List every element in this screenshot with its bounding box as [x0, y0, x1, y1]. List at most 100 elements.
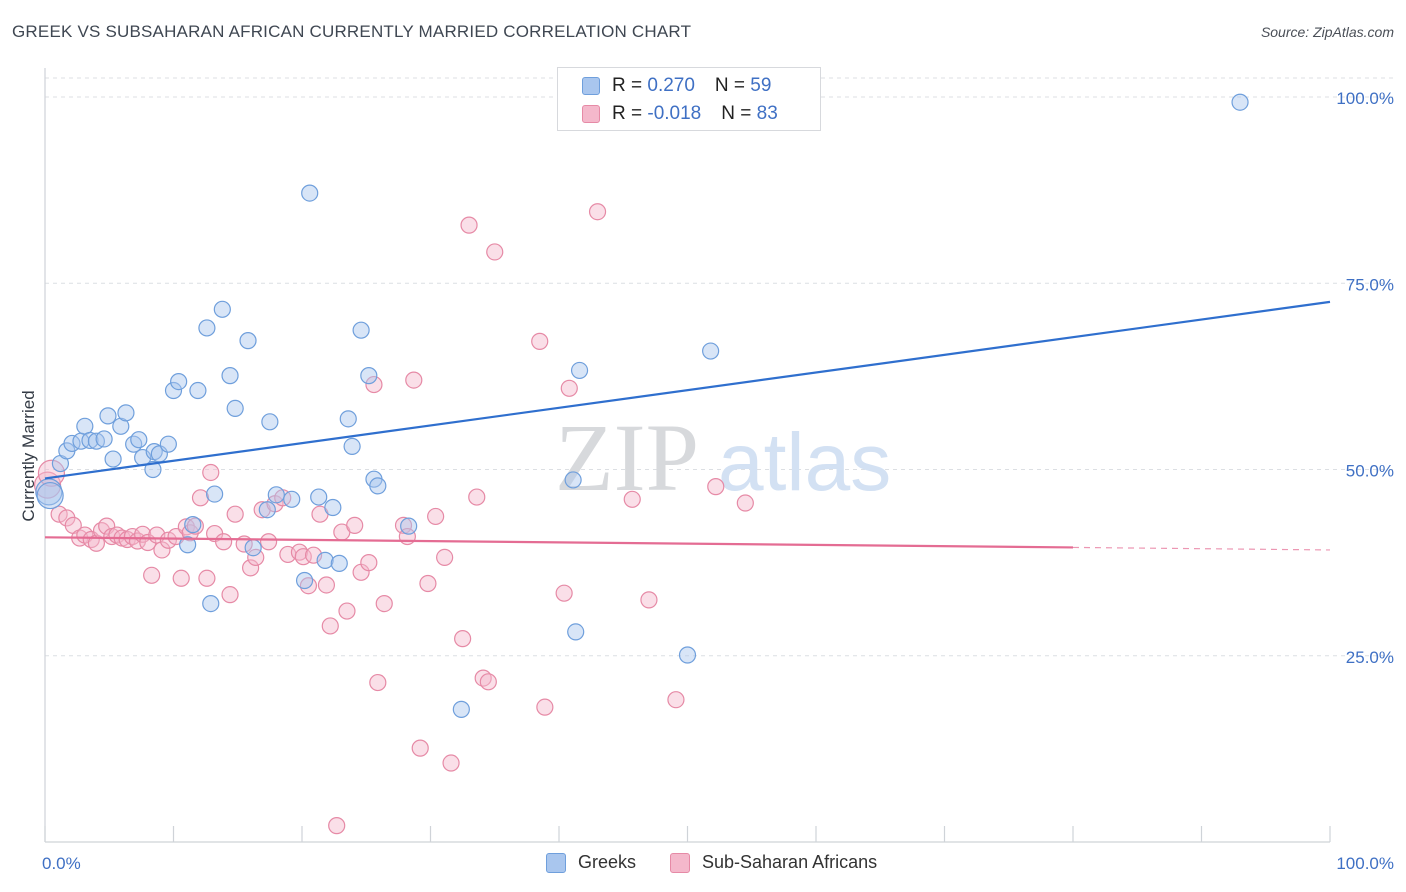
correlation-legend: R = 0.270 N = 59 R = -0.018 N = 83	[557, 67, 821, 131]
chart-title: GREEK VS SUBSAHARAN AFRICAN CURRENTLY MA…	[12, 22, 692, 41]
subsaharan-point	[394, 516, 413, 534]
greeks-point	[310, 488, 328, 506]
subsaharan-point	[365, 375, 383, 394]
subsaharan-point	[328, 817, 346, 835]
subsaharan-point	[454, 630, 472, 648]
greeks-point	[213, 300, 231, 318]
greeks-point	[330, 554, 348, 572]
greeks-point	[239, 332, 257, 350]
greeks-point	[678, 646, 697, 664]
greeks-point	[104, 450, 122, 468]
subsaharan-trend-extension	[1072, 546, 1331, 551]
greeks-point	[400, 517, 418, 535]
greeks-point	[159, 435, 177, 453]
subsaharan-point	[369, 673, 387, 692]
greeks-point	[452, 700, 470, 718]
legend-n-value: 83	[756, 103, 778, 124]
subsaharan-point	[405, 371, 423, 389]
subsaharan-point	[191, 489, 210, 507]
bottom-swatch-greeks	[546, 852, 566, 873]
legend-swatch-greeks	[582, 77, 600, 95]
legend-row-subsaharan: R = -0.018 N = 83	[582, 102, 778, 126]
subsaharan-point	[198, 569, 216, 587]
subsaharan-point	[411, 739, 429, 757]
greeks-point	[130, 431, 148, 449]
greeks-point	[198, 319, 216, 337]
y-tick-label: 100.0%	[1336, 89, 1394, 108]
greeks-point	[301, 184, 319, 202]
greeks-point	[221, 367, 239, 385]
greeks-point	[226, 399, 244, 418]
subsaharan-point	[623, 490, 641, 508]
x-tick-label-max: 100.0%	[1336, 854, 1394, 873]
subsaharan-point	[479, 673, 497, 691]
subsaharan-point	[468, 488, 486, 506]
subsaharan-trend-line	[44, 536, 1074, 549]
subsaharan-point	[667, 691, 685, 709]
bottom-swatch-subsaharan	[670, 852, 690, 873]
greeks-point	[316, 551, 334, 569]
watermark-atlas: atlas	[718, 417, 891, 508]
bottom-legend-subsaharan: Sub-Saharan Africans	[670, 852, 877, 873]
subsaharan-point	[536, 698, 554, 716]
greeks-point	[360, 367, 378, 385]
chart-source: Source: ZipAtlas.com	[1260, 24, 1394, 40]
y-tick-label: 50.0%	[1346, 462, 1394, 481]
greeks-point	[324, 498, 342, 517]
subsaharan-point	[560, 379, 578, 397]
subsaharan-point	[419, 574, 437, 593]
subsaharan-point	[640, 591, 658, 609]
greeks-point	[170, 372, 188, 391]
greeks-point	[206, 485, 224, 503]
greeks-point	[81, 431, 99, 450]
subsaharan-point	[87, 534, 106, 552]
greeks-point	[564, 471, 582, 489]
subsaharan-point	[321, 617, 339, 635]
greeks-point	[144, 460, 162, 479]
greeks-point	[117, 404, 135, 422]
trend-lines	[44, 300, 1331, 551]
greeks-point	[570, 361, 589, 380]
subsaharan-point	[259, 533, 278, 551]
subsaharan-point	[346, 516, 364, 534]
subsaharan-point	[436, 548, 454, 567]
subsaharan-point	[375, 594, 393, 613]
subsaharan-point	[486, 243, 504, 261]
subsaharan-point	[360, 554, 378, 572]
greeks-point	[202, 594, 220, 613]
subsaharan-point	[707, 478, 725, 496]
subsaharan-point	[736, 494, 754, 512]
subsaharan-point	[247, 548, 265, 567]
series-subsaharan-points	[33, 203, 754, 835]
subsaharan-point	[202, 463, 220, 482]
legend-r-label: R =	[612, 75, 648, 96]
greeks-point	[258, 501, 276, 519]
y-tick-label: 25.0%	[1346, 648, 1394, 667]
subsaharan-point	[143, 566, 161, 584]
subsaharan-point	[172, 569, 190, 587]
legend-n-value: 59	[750, 75, 772, 96]
x-tick-label-min: 0.0%	[42, 854, 81, 873]
greeks-point	[267, 486, 285, 504]
greeks-point	[164, 381, 183, 400]
subsaharan-point	[338, 602, 356, 620]
y-tick-label: 75.0%	[1346, 275, 1394, 294]
y-axis-label: Currently Married	[19, 390, 38, 521]
greeks-point	[283, 490, 301, 508]
greeks-point	[567, 623, 585, 641]
greeks-point	[179, 536, 197, 554]
greeks-point	[369, 477, 387, 495]
subsaharan-point	[317, 576, 336, 594]
greeks-trend-line	[44, 300, 1331, 480]
greeks-point	[343, 437, 361, 456]
subsaharan-point	[221, 586, 239, 604]
subsaharan-point	[531, 332, 549, 350]
subsaharan-point	[555, 584, 573, 602]
subsaharan-point	[153, 541, 171, 559]
legend-r-value: 0.270	[647, 75, 695, 96]
legend-r-label: R =	[612, 103, 648, 124]
greeks-point	[261, 413, 279, 431]
greeks-point	[295, 571, 314, 590]
bottom-legend-label: Greeks	[578, 852, 637, 872]
